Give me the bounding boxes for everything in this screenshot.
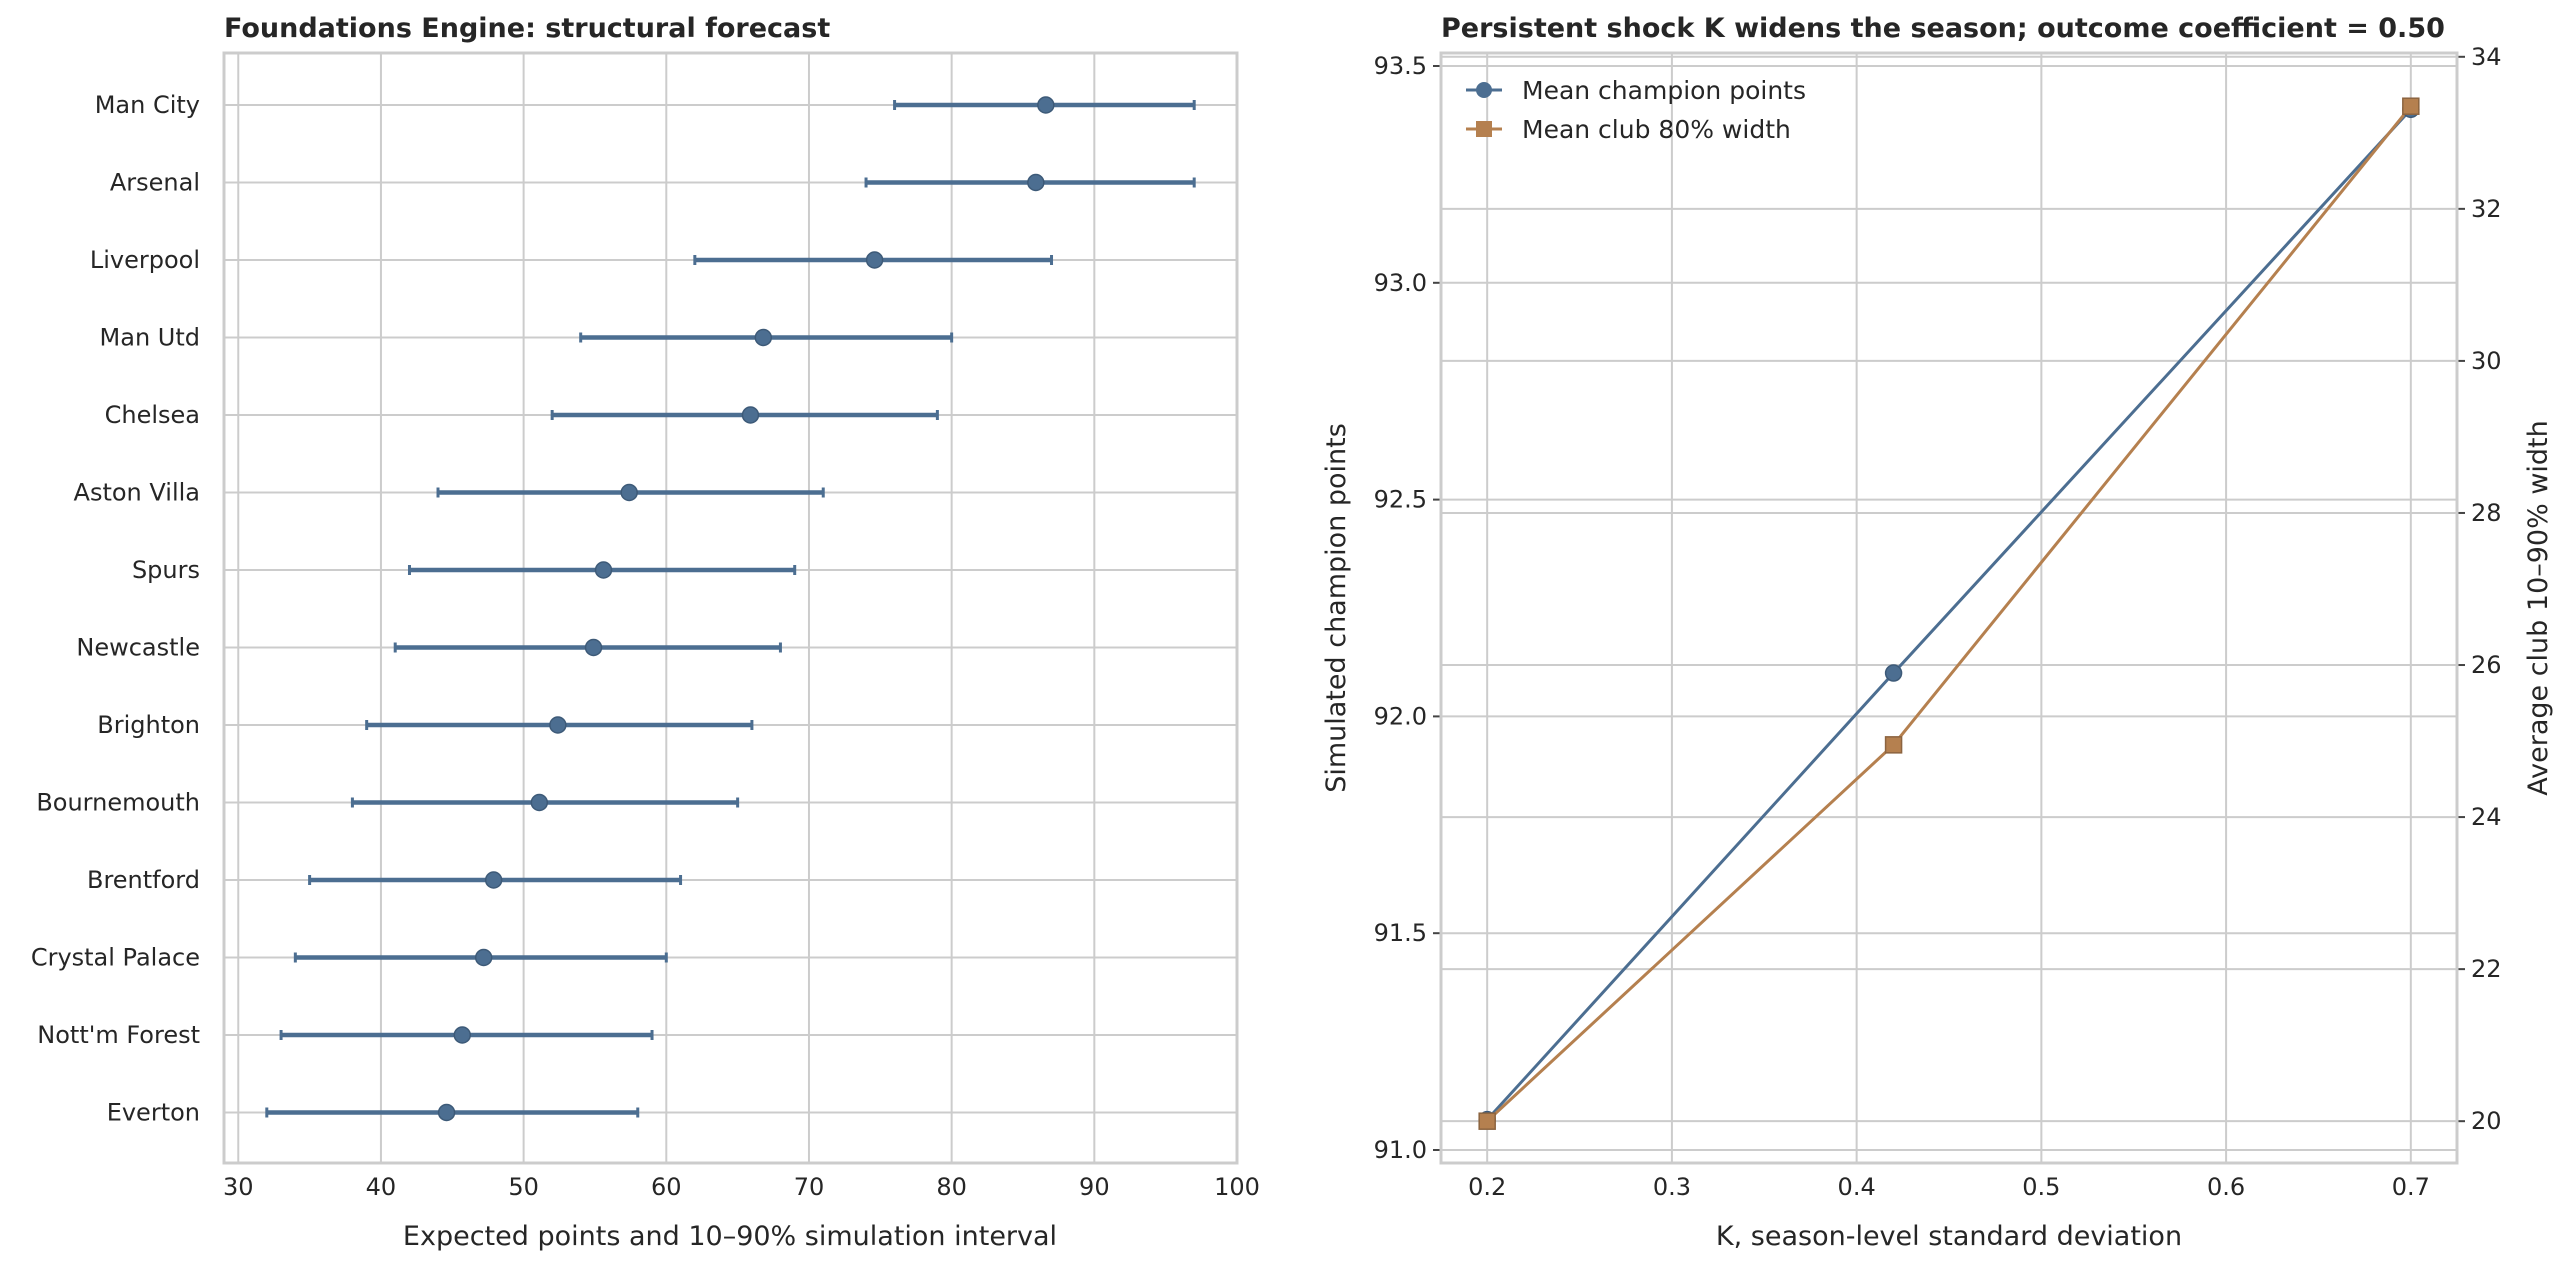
shock-ticks: 0.2 0.3 0.4 0.5 0.6 0.7 91.0 91.5 92.0 92.5 93.0 93… xyxy=(1374,43,2502,1201)
x-tick-label: 50 xyxy=(508,1173,539,1201)
legend-label: Mean champion points xyxy=(1522,76,1806,105)
y2-tick-label: 34 xyxy=(2471,43,2502,71)
y2-tick-label: 32 xyxy=(2471,195,2502,223)
legend-circle-marker xyxy=(1476,82,1492,98)
y2-tick-label: 28 xyxy=(2471,499,2502,527)
mean-point xyxy=(584,638,603,657)
mean-point xyxy=(1037,96,1055,114)
circle-marker xyxy=(1884,664,1903,682)
y-tick-label: 92.0 xyxy=(1374,702,1427,730)
x-tick-label: 30 xyxy=(223,1173,254,1201)
y2-tick-label: 22 xyxy=(2471,955,2502,983)
mean-point xyxy=(620,483,638,502)
forecast-errorbars xyxy=(265,100,1196,1118)
mean-point xyxy=(484,871,503,889)
legend-square-marker xyxy=(1476,121,1492,137)
x-tick-label: 100 xyxy=(1214,1173,1260,1201)
y2-tick-label: 24 xyxy=(2471,803,2502,831)
x-tick-label: 0.3 xyxy=(1653,1173,1691,1201)
x-tick-label: 0.4 xyxy=(1838,1173,1876,1201)
shock-frame xyxy=(1439,51,2459,1165)
series-line-1 xyxy=(1486,108,2412,1121)
square-marker xyxy=(2402,97,2420,115)
mean-point xyxy=(754,328,773,347)
y-tick-label: 92.5 xyxy=(1374,486,1427,514)
team-label: Chelsea xyxy=(105,401,200,429)
team-label: Newcastle xyxy=(76,634,200,662)
shock-title: Persistent shock K widens the season; ou… xyxy=(1441,13,2445,44)
team-label: Crystal Palace xyxy=(31,944,200,972)
y2-tick-label: 20 xyxy=(2471,1107,2502,1135)
team-label: Nott'm Forest xyxy=(37,1021,200,1049)
mean-point xyxy=(474,948,493,967)
y-tick-label: 93.5 xyxy=(1374,52,1427,80)
shock-markers xyxy=(1478,97,2420,1130)
y2-tick-label: 26 xyxy=(2471,651,2502,679)
mean-point xyxy=(530,793,549,812)
shock-legend: Mean champion points Mean club 80% width xyxy=(1466,76,1806,144)
y-tick-label: 91.0 xyxy=(1374,1136,1427,1164)
y2-tick-label: 30 xyxy=(2471,347,2502,375)
forecast-x-axis-label: Expected points and 10–90% simulation in… xyxy=(403,1221,1057,1252)
x-tick-label: 0.7 xyxy=(2392,1173,2430,1201)
x-tick-label: 90 xyxy=(1079,1173,1110,1201)
y-tick-label: 91.5 xyxy=(1374,919,1427,947)
shock-x-axis-label: K, season-level standard deviation xyxy=(1716,1221,2182,1252)
x-tick-label: 40 xyxy=(366,1173,397,1201)
team-label: Brighton xyxy=(97,711,200,739)
x-tick-label: 80 xyxy=(936,1173,967,1201)
x-tick-label: 0.2 xyxy=(1468,1173,1506,1201)
team-label: Arsenal xyxy=(110,169,200,197)
mean-point xyxy=(453,1026,472,1044)
legend-label: Mean club 80% width xyxy=(1522,115,1791,144)
shock-y2-axis-label: Average club 10–90% width xyxy=(2523,420,2554,796)
forecast-points xyxy=(437,96,1055,1122)
shock-y-axis-label: Simulated champion points xyxy=(1321,423,1352,793)
x-tick-label: 0.6 xyxy=(2207,1173,2245,1201)
team-label: Brentford xyxy=(87,866,200,894)
mean-point xyxy=(1027,173,1045,192)
team-label: Man Utd xyxy=(100,324,200,352)
mean-point xyxy=(549,716,567,734)
mean-point xyxy=(865,251,884,269)
x-tick-label: 60 xyxy=(651,1173,682,1201)
team-label: Everton xyxy=(107,1099,200,1127)
y-tick-label: 93.0 xyxy=(1374,269,1427,297)
x-tick-label: 70 xyxy=(794,1173,825,1201)
shock-panel: Persistent shock K widens the season; ou… xyxy=(1321,13,2554,1252)
x-tick-label: 0.5 xyxy=(2022,1173,2060,1201)
mean-point xyxy=(741,406,760,424)
forecast-ticks: 30 40 50 60 70 80 90 100 Man City Arsenal Liverpoo… xyxy=(31,91,1260,1201)
mean-point xyxy=(437,1103,456,1122)
forecast-grid xyxy=(224,53,1238,1163)
team-label: Spurs xyxy=(132,556,200,584)
team-label: Aston Villa xyxy=(74,479,200,507)
shock-grid xyxy=(1441,53,2457,1163)
square-marker xyxy=(1884,736,1903,754)
square-marker xyxy=(1478,1112,1496,1130)
mean-point xyxy=(594,561,613,579)
forecast-frame xyxy=(222,51,1239,1165)
forecast-title: Foundations Engine: structural forecast xyxy=(224,13,830,44)
forecast-panel: Foundations Engine: structural forecast … xyxy=(31,13,1260,1252)
team-label: Man City xyxy=(95,91,200,119)
team-label: Bournemouth xyxy=(36,789,200,817)
team-label: Liverpool xyxy=(90,246,200,274)
